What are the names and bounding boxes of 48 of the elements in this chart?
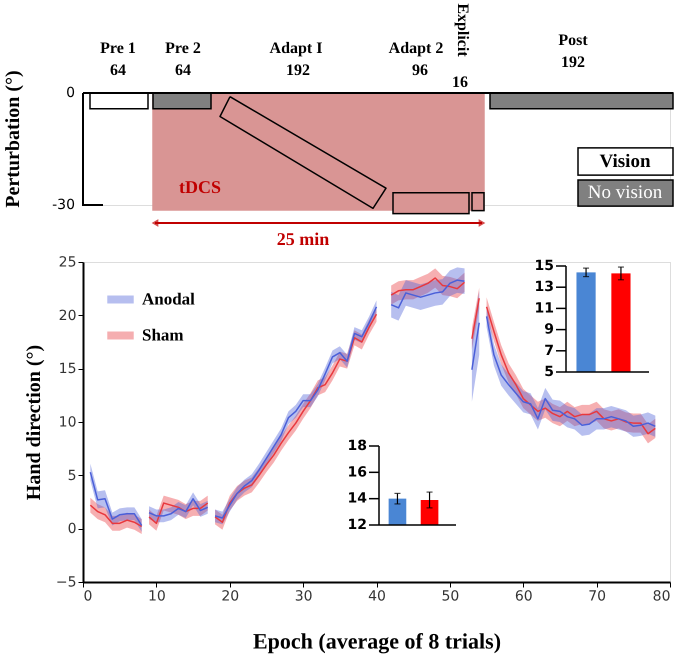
y-tick-label: 7 [544,342,554,359]
y-tick-label: 15 [534,258,554,274]
y-tick-label: 5 [544,364,554,380]
text: 16 [452,74,468,91]
x-tick-label: 30 [294,588,313,604]
text: Adapt I [270,40,322,57]
text: tDCS [178,177,222,197]
y-tick-label: 14 [348,490,368,507]
text: 25 min [276,229,330,249]
y-tick-label: 10 [58,414,76,430]
x-tick-label: 20 [221,588,240,604]
text: Pre 1 [100,40,136,57]
legend-label: Anodal [142,290,196,308]
y-tick-label: 13 [534,279,554,296]
y-tick-label: 12 [348,517,367,533]
y-axis-title: Hand direction (°) [22,344,45,500]
text: Post [558,32,588,49]
text: Perturbation (°) [2,70,24,208]
x-tick-label: 50 [441,588,460,604]
y-tick-label: −5 [56,574,76,590]
x-tick-label: 40 [368,588,386,604]
x-tick-label: 70 [588,588,606,604]
legend-label: Sham [142,326,184,344]
x-axis-title: Epoch (average of 8 trials) [252,628,502,654]
text: 192 [286,62,310,79]
text: No vision [588,182,663,203]
y-tick-label: 20 [58,308,76,324]
y-tick-label: 5 [68,468,76,484]
text: -30 [52,197,75,213]
text: Explicit [454,3,471,58]
text: 192 [561,54,585,71]
x-tick-label: 60 [514,588,533,604]
y-tick-label: 16 [348,464,367,480]
y-tick-label: 18 [348,438,367,454]
text: 64 [110,62,126,79]
x-tick-label: 0 [84,588,92,604]
y-tick-label: 11 [534,300,554,316]
y-tick-label: 15 [58,361,76,378]
text: Pre 2 [165,40,201,57]
text: Vision [599,151,651,172]
x-tick-label: 10 [148,588,166,604]
y-tick-label: 0 [68,521,76,538]
text: 64 [175,62,191,79]
text: Adapt 2 [388,40,444,57]
y-tick-label: 25 [58,254,76,270]
x-tick-label: 80 [652,588,670,604]
text: 96 [412,62,428,79]
y-tick-label: 9 [544,322,554,338]
